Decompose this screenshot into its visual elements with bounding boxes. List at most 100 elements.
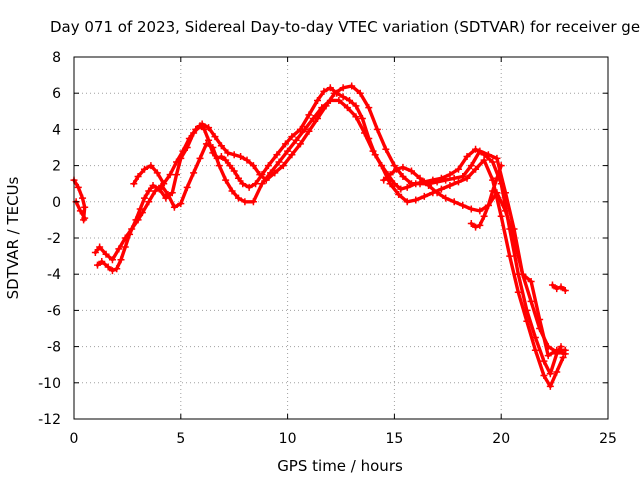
data-point: [531, 346, 539, 354]
data-point: [493, 154, 501, 162]
data-point: [501, 207, 509, 215]
data-point: [234, 174, 242, 182]
data-point: [98, 258, 106, 266]
data-point: [365, 104, 373, 112]
data-point: [93, 261, 101, 269]
data-point: [331, 89, 339, 97]
data-point: [403, 183, 411, 191]
data-point: [166, 171, 174, 179]
data-point: [393, 165, 401, 173]
data-point: [544, 343, 552, 351]
data-point: [128, 225, 136, 233]
y-tick-label: 6: [52, 86, 61, 102]
data-point: [540, 357, 548, 365]
data-point: [102, 250, 110, 258]
data-point: [463, 174, 471, 182]
data-point: [484, 151, 492, 159]
data-point: [339, 84, 347, 92]
data-point: [145, 198, 153, 206]
data-point: [226, 162, 234, 170]
data-point: [237, 153, 245, 161]
x-tick-labels: 0 5 10 15 20 25: [70, 431, 617, 447]
data-point: [108, 267, 116, 275]
series-track-h: [548, 281, 569, 294]
data-point: [467, 220, 475, 228]
data-point: [399, 172, 407, 180]
data-point: [145, 187, 153, 195]
data-point: [249, 198, 257, 206]
data-point: [164, 191, 172, 199]
data-point: [273, 151, 281, 159]
chart-title: Day 071 of 2023, Sidereal Day-to-day VTE…: [50, 18, 640, 36]
data-point: [454, 178, 462, 186]
y-axis-label: SDTVAR / TECUs: [4, 176, 22, 299]
data-point: [271, 169, 279, 177]
y-tick-label: -12: [38, 412, 61, 428]
data-point: [196, 154, 204, 162]
data-point: [425, 182, 433, 190]
data-point: [442, 176, 450, 184]
data-point: [284, 147, 292, 155]
y-tick-labels: -12 -10 -8 -6 -4 -2 0 2 4 6 8: [38, 50, 61, 428]
data-point: [151, 187, 159, 195]
data-point: [493, 189, 501, 197]
data-point: [81, 214, 89, 222]
data-point: [192, 125, 200, 133]
data-point: [459, 201, 467, 209]
data-point: [386, 180, 394, 188]
data-point: [243, 156, 251, 164]
data-point: [108, 256, 116, 264]
data-point: [322, 102, 330, 110]
data-point: [356, 89, 364, 97]
data-point: [510, 234, 518, 242]
data-point: [433, 189, 441, 197]
data-point: [403, 198, 411, 206]
series-line: [95, 86, 563, 376]
data-point: [138, 209, 146, 217]
data-point: [433, 178, 441, 186]
data-point: [234, 194, 242, 202]
data-point: [241, 198, 249, 206]
data-point: [484, 201, 492, 209]
data-point: [335, 96, 343, 104]
data-point: [275, 158, 283, 166]
series-track-e: [130, 82, 569, 360]
data-point: [480, 156, 488, 164]
data-point: [561, 286, 569, 294]
data-point: [493, 174, 501, 182]
data-point: [314, 96, 322, 104]
data-point: [467, 162, 475, 170]
data-point: [79, 194, 87, 202]
y-tick-label: -10: [38, 376, 61, 392]
data-point: [450, 198, 458, 206]
data-point: [454, 165, 462, 173]
data-point: [104, 263, 112, 271]
data-point: [463, 153, 471, 161]
data-point: [205, 136, 213, 144]
data-point: [390, 162, 398, 170]
data-point: [228, 187, 236, 195]
data-point: [557, 283, 565, 291]
data-point: [160, 180, 168, 188]
data-point: [527, 297, 535, 305]
data-point: [296, 140, 304, 148]
data-point: [215, 162, 223, 170]
data-point: [281, 140, 289, 148]
series-line: [382, 165, 567, 356]
data-point: [305, 127, 313, 135]
data-point: [173, 171, 181, 179]
plot-series: [70, 82, 569, 390]
data-point: [153, 169, 161, 177]
data-point: [288, 133, 296, 141]
data-point: [480, 212, 488, 220]
data-point: [378, 162, 386, 170]
data-point: [217, 142, 225, 150]
data-point: [113, 265, 121, 273]
data-point: [301, 125, 309, 133]
data-point: [177, 200, 185, 208]
data-point: [346, 96, 354, 104]
data-point: [472, 145, 480, 153]
data-point: [412, 196, 420, 204]
data-point: [211, 133, 219, 141]
data-point: [190, 169, 198, 177]
